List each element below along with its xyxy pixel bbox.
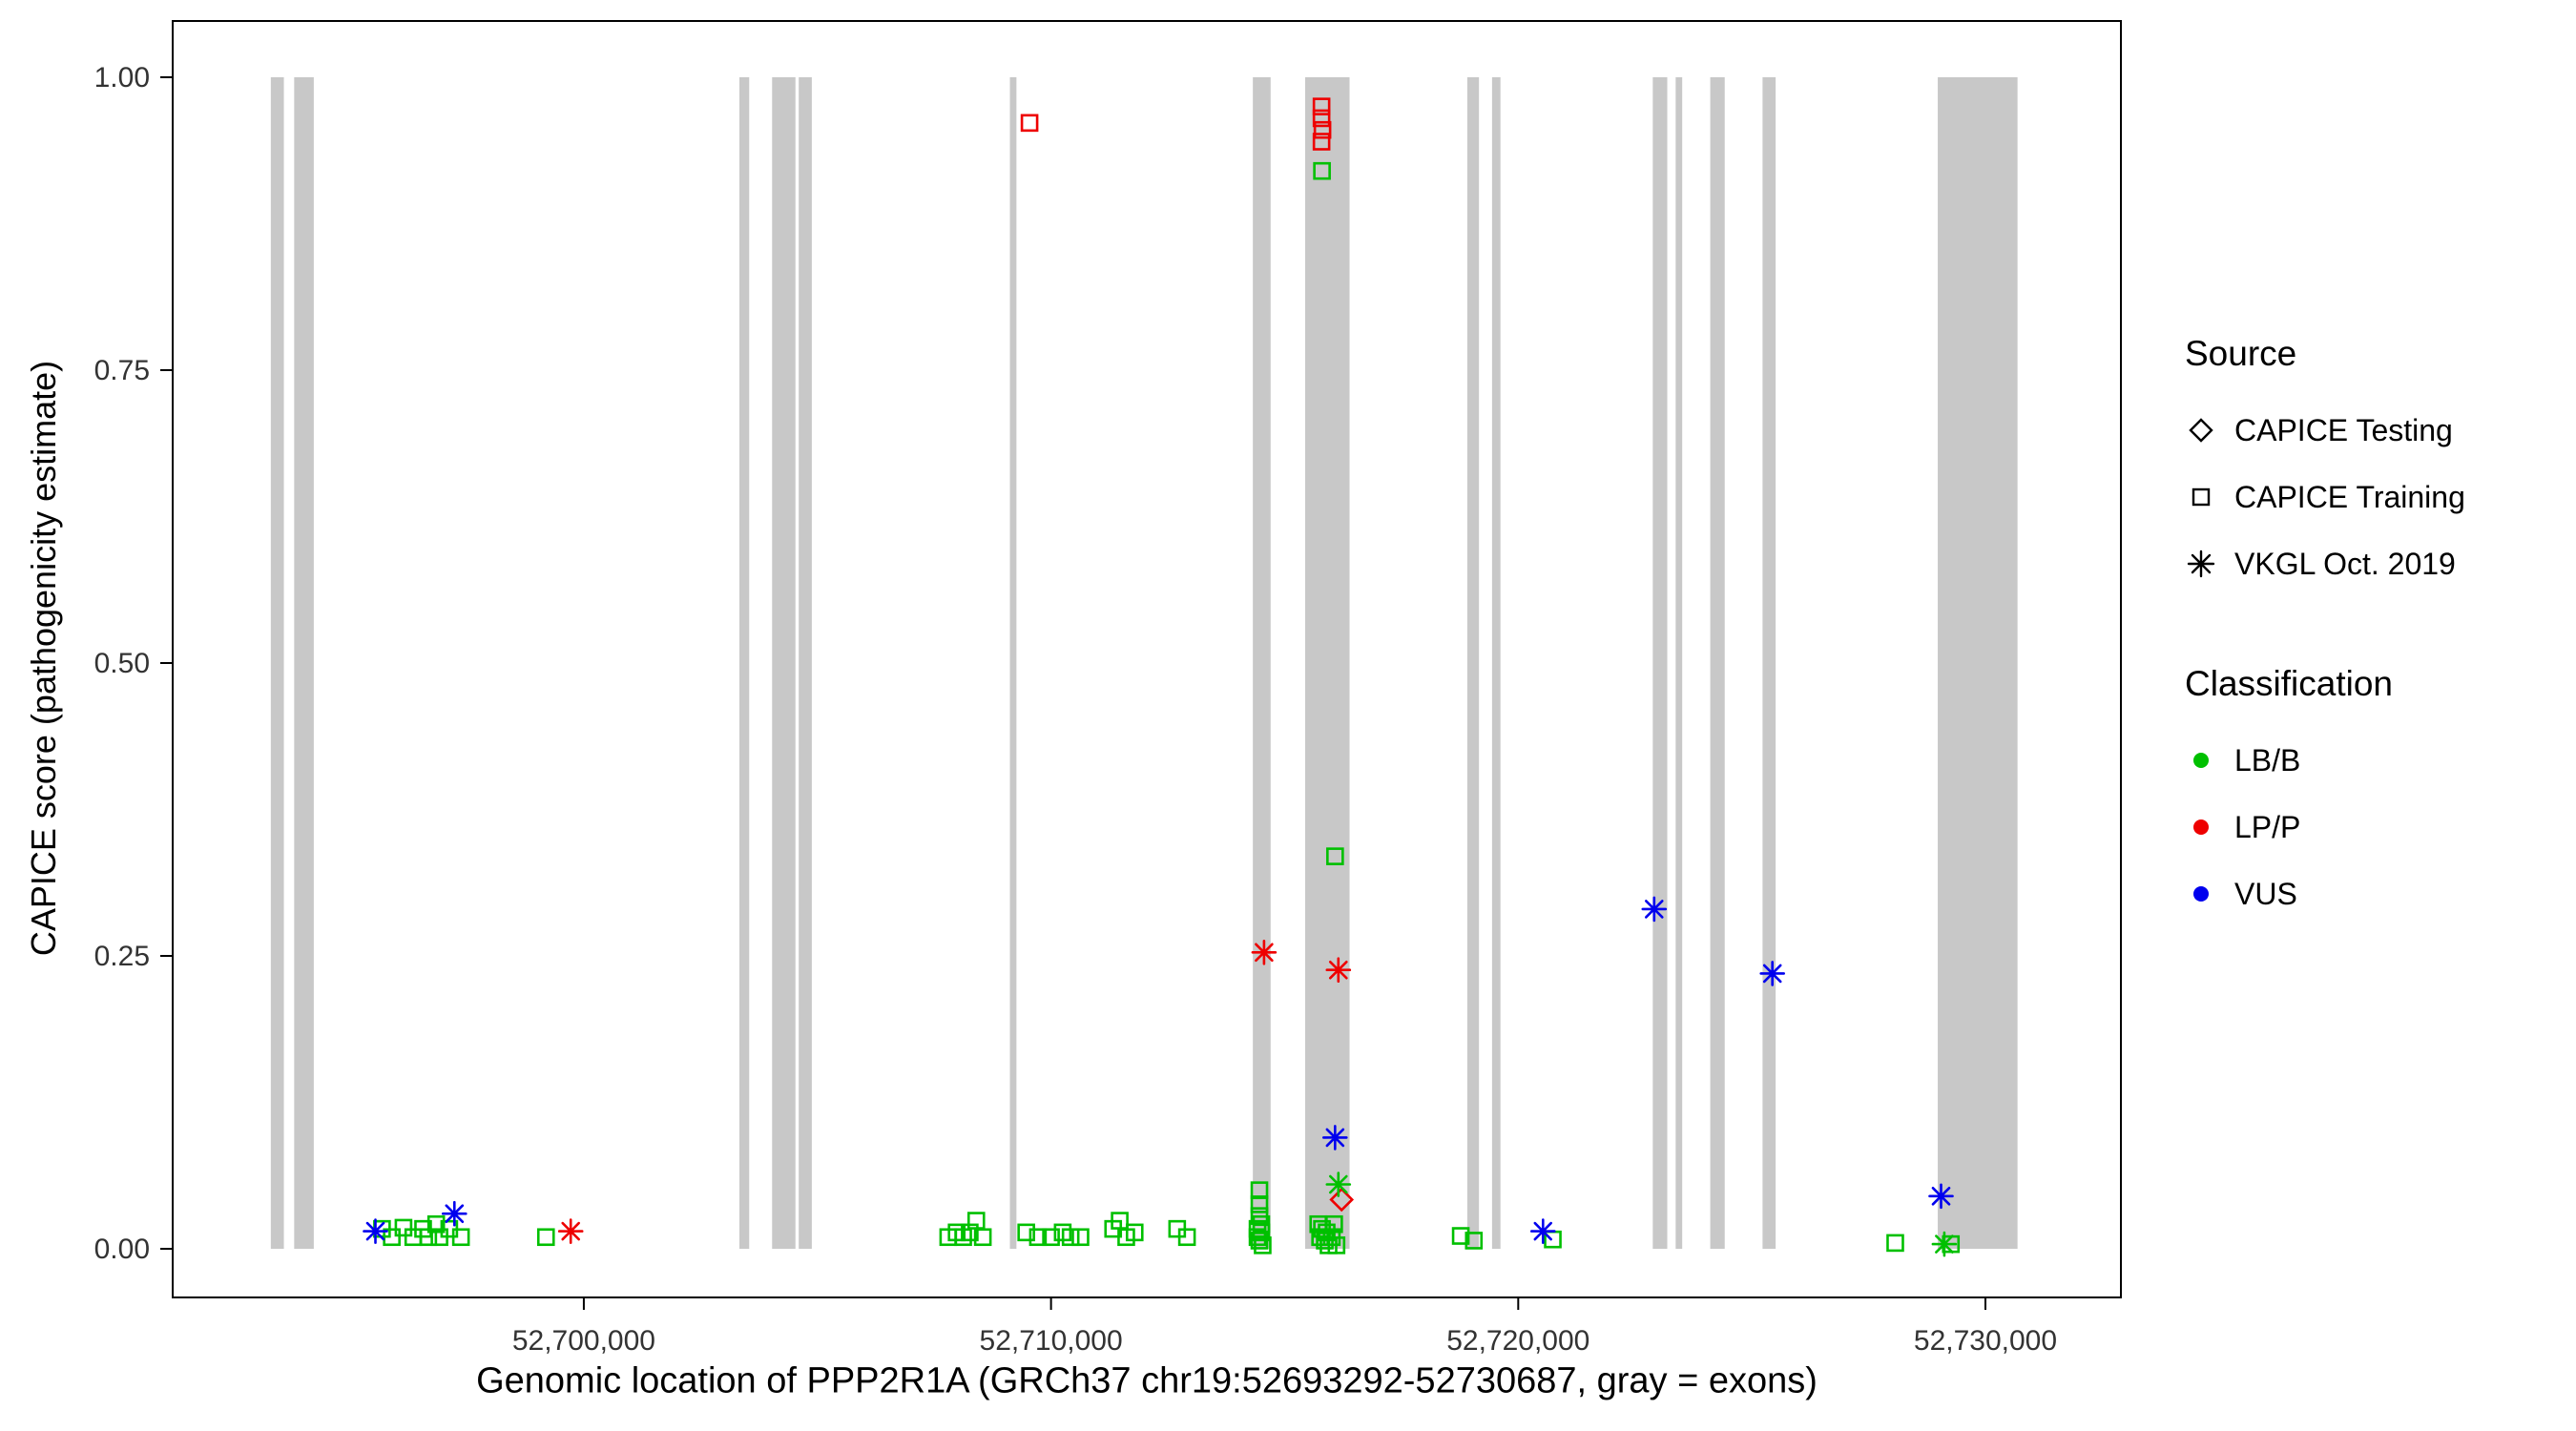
exon-band — [294, 76, 314, 1250]
x-tick-label: 52,720,000 — [1446, 1325, 1589, 1357]
exon-band — [1652, 76, 1668, 1250]
diamond-icon — [2185, 414, 2234, 446]
data-point-square — [1327, 1236, 1346, 1255]
exon-band — [738, 76, 750, 1250]
data-point-diamond — [1329, 1187, 1355, 1213]
exon-band — [772, 76, 796, 1250]
data-point-square — [1042, 1228, 1060, 1247]
data-point-asterisk — [1325, 1172, 1352, 1197]
exon-band — [1009, 76, 1017, 1250]
y-tick-label: 0.00 — [94, 1234, 150, 1265]
y-tick-label: 0.75 — [94, 355, 150, 386]
legend-item-label: CAPICE Testing — [2234, 412, 2453, 447]
legend-item-label: CAPICE Training — [2234, 479, 2465, 514]
data-point-square — [1326, 847, 1344, 865]
data-point-square — [1325, 1214, 1343, 1234]
x-tick-label: 52,730,000 — [1914, 1325, 2057, 1357]
exon-band — [1491, 76, 1501, 1250]
data-point-asterisk — [363, 1218, 388, 1244]
data-point-square — [1451, 1227, 1470, 1245]
data-point-asterisk — [1325, 957, 1352, 983]
data-point-square — [1017, 1223, 1035, 1242]
data-point-square — [1252, 1223, 1271, 1242]
panel-border — [172, 20, 2122, 1298]
data-point-asterisk — [442, 1200, 467, 1227]
legend-item-label: VKGL Oct. 2019 — [2234, 546, 2456, 581]
data-point-asterisk — [1928, 1183, 1954, 1210]
legend-item-label: LP/P — [2234, 809, 2301, 844]
data-point-square — [1028, 1228, 1048, 1247]
exon-band — [1938, 76, 2018, 1250]
data-point-square — [383, 1228, 401, 1247]
lbb-dot-icon — [2185, 744, 2234, 777]
legend: Source CAPICE Testing CAPICE Training — [2185, 334, 2465, 927]
exon-band — [799, 76, 812, 1250]
data-point-square — [1313, 161, 1331, 180]
legend-source-title: Source — [2185, 334, 2297, 373]
legend-item-capice-training: CAPICE Training — [2185, 464, 2465, 530]
exon-band — [270, 76, 284, 1250]
data-point-asterisk — [1759, 961, 1785, 986]
y-axis-title: CAPICE score (pathogenicity estimate) — [24, 360, 63, 957]
exon-band — [1762, 76, 1776, 1250]
data-point-square — [1061, 1228, 1080, 1247]
legend-item-capice-testing: CAPICE Testing — [2185, 397, 2465, 464]
vus-dot-icon — [2185, 878, 2234, 910]
x-axis-title: Genomic location of PPP2R1A (GRCh37 chr1… — [476, 1360, 1818, 1401]
exon-band — [1466, 76, 1480, 1250]
lpp-dot-icon — [2185, 811, 2234, 843]
data-point-square — [1465, 1232, 1484, 1250]
y-tick-label: 0.25 — [94, 941, 150, 972]
data-point-square — [536, 1228, 555, 1247]
data-point-square — [1020, 114, 1039, 133]
legend-item-vkgl: VKGL Oct. 2019 — [2185, 530, 2465, 597]
legend-item-lpp: LP/P — [2185, 794, 2465, 861]
y-tick-label: 0.50 — [94, 648, 150, 679]
legend-classification-title: Classification — [2185, 664, 2393, 703]
legend-item-lbb: LB/B — [2185, 727, 2465, 794]
data-point-square — [426, 1214, 446, 1234]
x-tick-label: 52,700,000 — [512, 1325, 655, 1357]
data-point-square — [1312, 97, 1331, 115]
data-point-asterisk — [1931, 1231, 1958, 1257]
data-point-asterisk — [557, 1218, 584, 1244]
data-point-square — [1313, 120, 1332, 139]
data-point-square — [1125, 1223, 1144, 1242]
exon-band — [1675, 76, 1683, 1250]
data-point-square — [1254, 1236, 1272, 1255]
data-point-square — [973, 1228, 992, 1247]
legend-item-vus: VUS — [2185, 861, 2465, 927]
square-icon — [2185, 481, 2234, 513]
data-point-square — [1177, 1228, 1196, 1247]
data-point-square — [1312, 133, 1331, 151]
data-point-square — [394, 1218, 413, 1237]
exon-band — [1305, 76, 1350, 1250]
data-point-asterisk — [1322, 1125, 1348, 1151]
legend-item-label: LB/B — [2234, 742, 2301, 778]
asterisk-icon — [2185, 548, 2234, 580]
exon-band — [1253, 76, 1271, 1250]
data-point-asterisk — [1641, 896, 1668, 923]
data-point-asterisk — [1530, 1218, 1556, 1244]
data-point-square — [1886, 1234, 1904, 1253]
y-tick-label: 1.00 — [94, 62, 150, 93]
data-point-square — [1071, 1228, 1090, 1247]
x-tick-label: 52,710,000 — [980, 1325, 1123, 1357]
legend-item-label: VUS — [2234, 876, 2297, 911]
exon-band — [1710, 76, 1725, 1250]
data-point-square — [1250, 1195, 1269, 1213]
data-point-asterisk — [1251, 940, 1278, 965]
data-point-square — [1312, 109, 1331, 128]
data-point-square — [451, 1228, 470, 1247]
